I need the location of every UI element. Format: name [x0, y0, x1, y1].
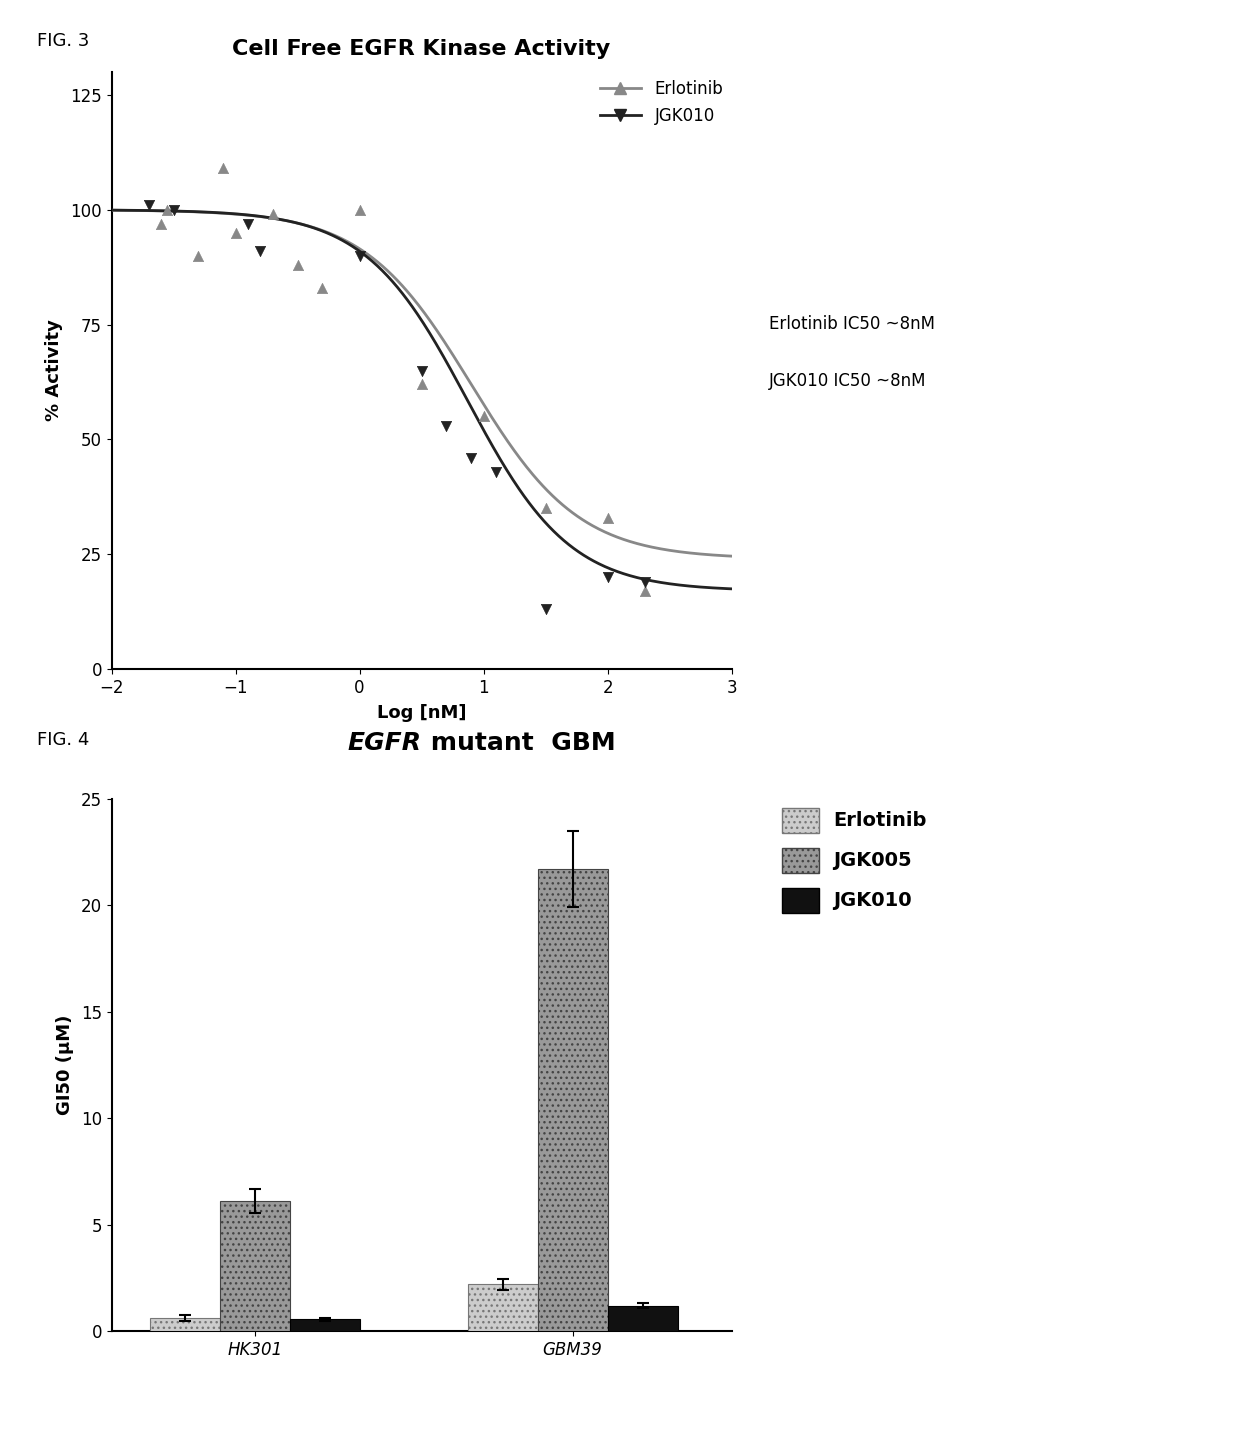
Bar [608, 1305, 677, 1331]
Text: mutant  GBM: mutant GBM [422, 731, 615, 755]
Point [263, 203, 283, 226]
Point [486, 460, 506, 484]
Point [474, 404, 494, 427]
Point [635, 570, 655, 593]
Point [598, 566, 618, 589]
Point [151, 212, 171, 235]
Text: Erlotinib IC50 ~8nM: Erlotinib IC50 ~8nM [769, 315, 935, 332]
Point [288, 253, 308, 276]
Bar [538, 869, 608, 1331]
Point [350, 199, 370, 222]
Bar [150, 1318, 219, 1331]
Point [250, 240, 270, 263]
Bar [467, 1284, 538, 1331]
Y-axis label: % Activity: % Activity [45, 319, 63, 422]
Bar [219, 1202, 290, 1331]
Title: Cell Free EGFR Kinase Activity: Cell Free EGFR Kinase Activity [232, 39, 611, 59]
Point [188, 245, 208, 268]
Point [226, 222, 246, 245]
Point [536, 599, 556, 622]
Point [213, 157, 233, 180]
Text: JGK010 IC50 ~8nM: JGK010 IC50 ~8nM [769, 373, 926, 390]
Point [164, 199, 184, 222]
Point [598, 507, 618, 530]
Point [238, 212, 258, 235]
Legend: Erlotinib, JGK010: Erlotinib, JGK010 [599, 81, 723, 125]
Point [635, 580, 655, 603]
Point [350, 245, 370, 268]
Y-axis label: GI50 (μM): GI50 (μM) [56, 1014, 74, 1115]
Point [436, 414, 456, 437]
Text: FIG. 3: FIG. 3 [37, 32, 89, 50]
Text: FIG. 4: FIG. 4 [37, 731, 89, 750]
Text: EGFR: EGFR [347, 731, 422, 755]
Point [536, 496, 556, 519]
X-axis label: Log [nM]: Log [nM] [377, 704, 466, 722]
Point [157, 199, 177, 222]
Legend: Erlotinib, JGK005, JGK010: Erlotinib, JGK005, JGK010 [771, 797, 937, 924]
Point [139, 194, 159, 217]
Point [412, 373, 432, 396]
Point [312, 276, 332, 299]
Point [412, 360, 432, 383]
Point [461, 446, 481, 469]
Bar [290, 1320, 360, 1331]
